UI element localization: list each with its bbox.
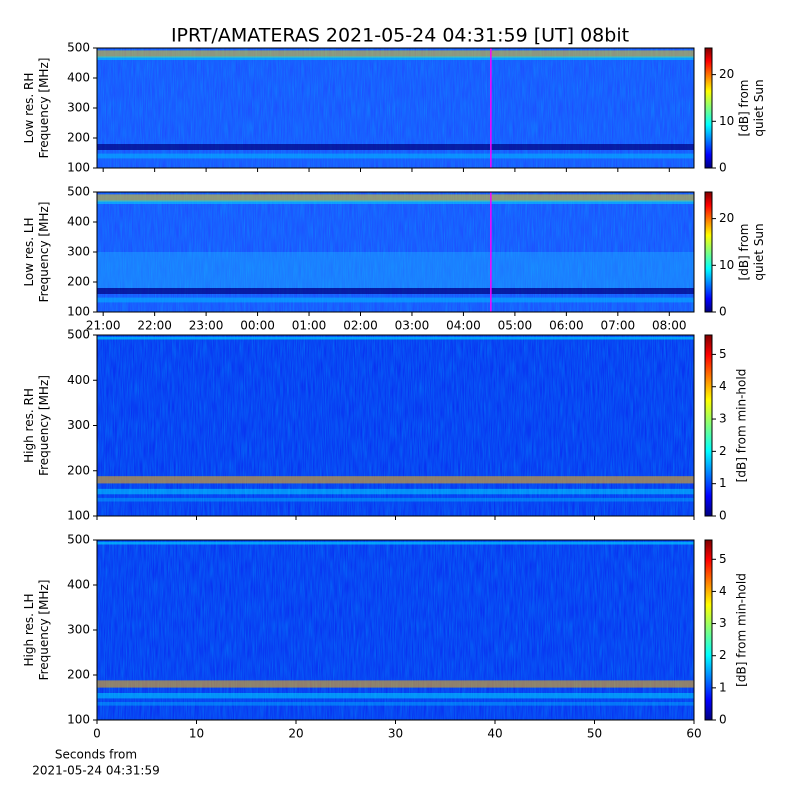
colorbar-label: [dB] from min-hold bbox=[735, 369, 749, 483]
chart-title: IPRT/AMATERAS 2021-05-24 04:31:59 [UT] 0… bbox=[171, 25, 629, 47]
colorbar-tick-label: 2 bbox=[719, 648, 727, 662]
spectrogram-band bbox=[97, 680, 694, 688]
spectrogram-band bbox=[97, 56, 694, 60]
colorbar-tick-label: 5 bbox=[719, 552, 727, 566]
x-tick-label: 30 bbox=[388, 727, 403, 741]
y-tick-label: 200 bbox=[67, 668, 90, 682]
x-tick-label: 03:00 bbox=[395, 319, 430, 333]
x-tick-label: 20 bbox=[288, 727, 303, 741]
colorbar-tick-label: 3 bbox=[719, 616, 727, 630]
y-tick-label: 400 bbox=[67, 578, 90, 592]
colorbar-tick-label: 1 bbox=[719, 476, 727, 490]
x-tick-label: 21:00 bbox=[86, 319, 121, 333]
y-tick-label: 100 bbox=[67, 161, 90, 175]
colorbar-tick-label: 3 bbox=[719, 412, 727, 426]
y-axis-label: Frequency [MHz] bbox=[37, 375, 51, 476]
y-tick-label: 100 bbox=[67, 713, 90, 727]
colorbar-tick-label: 10 bbox=[719, 114, 734, 128]
colorbar bbox=[704, 334, 713, 517]
spectrogram-band bbox=[97, 693, 694, 699]
spectrogram-band bbox=[97, 488, 694, 495]
y-tick-label: 400 bbox=[67, 71, 90, 85]
x-tick-label: 01:00 bbox=[292, 319, 327, 333]
spectrogram-band bbox=[97, 144, 694, 150]
spectrogram-band bbox=[97, 702, 694, 706]
colorbar-tick-label: 20 bbox=[719, 211, 734, 225]
colorbar-tick-label: 10 bbox=[719, 258, 734, 272]
spectrogram-band bbox=[97, 297, 694, 303]
x-tick-label: 05:00 bbox=[498, 319, 533, 333]
y-axis-label: High res. RH bbox=[22, 388, 36, 463]
colorbar-tick-label: 20 bbox=[719, 67, 734, 81]
colorbar-label: quiet Sun bbox=[752, 223, 766, 280]
y-tick-label: 200 bbox=[67, 463, 90, 477]
x-tick-label: 06:00 bbox=[549, 319, 584, 333]
spectrogram-band bbox=[97, 50, 694, 58]
colorbar-tick-label: 0 bbox=[719, 713, 727, 727]
colorbar-tick-label: 0 bbox=[719, 305, 727, 319]
x-axis-label: Seconds from bbox=[55, 748, 137, 762]
y-tick-label: 300 bbox=[67, 623, 90, 637]
colorbar-tick-label: 0 bbox=[719, 161, 727, 175]
spectrogram-band bbox=[97, 153, 694, 159]
y-tick-label: 400 bbox=[67, 373, 90, 387]
y-tick-label: 100 bbox=[67, 305, 90, 319]
y-axis-label: Frequency [MHz] bbox=[37, 580, 51, 681]
colorbar bbox=[704, 191, 713, 313]
y-axis-label: Low res. LH bbox=[22, 217, 36, 286]
x-tick-label: 08:00 bbox=[652, 319, 687, 333]
y-tick-label: 200 bbox=[67, 131, 90, 145]
x-tick-label: 10 bbox=[189, 727, 204, 741]
spectrogram-band bbox=[97, 497, 694, 502]
colorbar-label: [dB] from bbox=[737, 224, 751, 281]
x-tick-label: 07:00 bbox=[601, 319, 636, 333]
x-tick-label: 0 bbox=[93, 727, 101, 741]
spectrogram-noise bbox=[97, 335, 694, 516]
colorbar-label: [dB] from bbox=[737, 80, 751, 137]
colorbar-tick-label: 5 bbox=[719, 347, 727, 361]
colorbar bbox=[704, 539, 713, 721]
x-tick-label: 40 bbox=[487, 727, 502, 741]
colorbar-label: [dB] from min-hold bbox=[735, 573, 749, 687]
spectrogram-noise bbox=[97, 540, 694, 720]
spectrogram-band bbox=[97, 541, 694, 545]
y-axis-label: Frequency [MHz] bbox=[37, 58, 51, 159]
y-axis-label: Low res. RH bbox=[22, 73, 36, 144]
y-tick-label: 200 bbox=[67, 275, 90, 289]
spectrogram-band bbox=[97, 194, 694, 202]
y-tick-label: 300 bbox=[67, 101, 90, 115]
colorbar-tick-label: 4 bbox=[719, 379, 727, 393]
spectrogram-region bbox=[97, 252, 694, 288]
spectrogram-band bbox=[97, 336, 694, 340]
spectrogram-band bbox=[97, 288, 694, 294]
y-tick-label: 500 bbox=[67, 328, 90, 342]
colorbar-tick-label: 2 bbox=[719, 444, 727, 458]
colorbar-label: quiet Sun bbox=[752, 79, 766, 136]
y-tick-label: 400 bbox=[67, 215, 90, 229]
y-tick-label: 500 bbox=[67, 185, 90, 199]
colorbar-tick-label: 0 bbox=[719, 509, 727, 523]
colorbar-tick-label: 1 bbox=[719, 680, 727, 694]
y-axis-label: High res. LH bbox=[22, 593, 36, 666]
colorbar bbox=[704, 47, 713, 169]
x-tick-label: 04:00 bbox=[446, 319, 481, 333]
x-axis-label: 2021-05-24 04:31:59 bbox=[32, 764, 159, 778]
colorbar-tick-label: 4 bbox=[719, 584, 727, 598]
spectrogram-band bbox=[97, 200, 694, 204]
y-tick-label: 100 bbox=[67, 509, 90, 523]
x-tick-label: 22:00 bbox=[137, 319, 172, 333]
x-tick-label: 23:00 bbox=[189, 319, 224, 333]
y-tick-label: 500 bbox=[67, 41, 90, 55]
x-tick-label: 00:00 bbox=[240, 319, 275, 333]
y-tick-label: 300 bbox=[67, 245, 90, 259]
x-tick-label: 02:00 bbox=[343, 319, 378, 333]
y-tick-label: 500 bbox=[67, 533, 90, 547]
x-tick-label: 50 bbox=[587, 727, 602, 741]
y-tick-label: 300 bbox=[67, 418, 90, 432]
y-axis-label: Frequency [MHz] bbox=[37, 202, 51, 303]
x-tick-label: 60 bbox=[686, 727, 701, 741]
spectrogram-band bbox=[97, 476, 694, 484]
